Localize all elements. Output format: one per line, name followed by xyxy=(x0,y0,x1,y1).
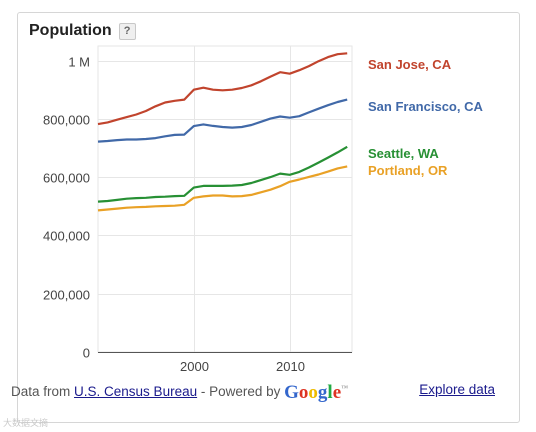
title-row: Population ? xyxy=(29,22,136,40)
series-line xyxy=(97,145,348,203)
series-label: San Jose, CA xyxy=(368,57,452,72)
y-tick-label: 1 M xyxy=(68,55,90,70)
footer-prefix: Data from xyxy=(11,384,75,399)
google-letter: o xyxy=(298,382,309,403)
explore-data-link[interactable]: Explore data xyxy=(419,382,495,397)
series-line xyxy=(97,52,348,126)
x-tick-label: 2000 xyxy=(180,359,209,374)
help-icon[interactable]: ? xyxy=(118,22,136,40)
footer: Data from U.S. Census Bureau - Powered b… xyxy=(11,382,495,404)
series-label: Seattle, WA xyxy=(368,146,439,161)
y-tick-label: 800,000 xyxy=(43,113,90,128)
google-letter: G xyxy=(284,382,299,403)
population-card: Population ? xyxy=(17,12,520,423)
y-tick-label: 400,000 xyxy=(43,229,90,244)
google-letter: g xyxy=(317,382,328,403)
y-tick-label: 0 xyxy=(83,346,90,361)
watermark: 大数据文摘 xyxy=(3,418,49,428)
google-logo: Google™ xyxy=(284,382,348,403)
google-letter: e xyxy=(332,382,342,403)
x-tick-label: 2010 xyxy=(276,359,305,374)
google-letter: l xyxy=(327,382,333,403)
card-title: Population xyxy=(29,22,112,39)
y-tick-label: 200,000 xyxy=(43,288,90,303)
series-label: Portland, OR xyxy=(368,163,448,178)
google-logo-letters: Google xyxy=(284,382,341,403)
series-label: San Francisco, CA xyxy=(368,99,483,114)
series-line xyxy=(97,98,348,143)
google-letter: o xyxy=(308,382,318,403)
footer-separator: - Powered by xyxy=(197,384,285,399)
census-bureau-link[interactable]: U.S. Census Bureau xyxy=(74,384,198,399)
google-tm: ™ xyxy=(341,384,349,392)
series-line xyxy=(97,165,348,212)
y-tick-label: 600,000 xyxy=(43,171,90,186)
